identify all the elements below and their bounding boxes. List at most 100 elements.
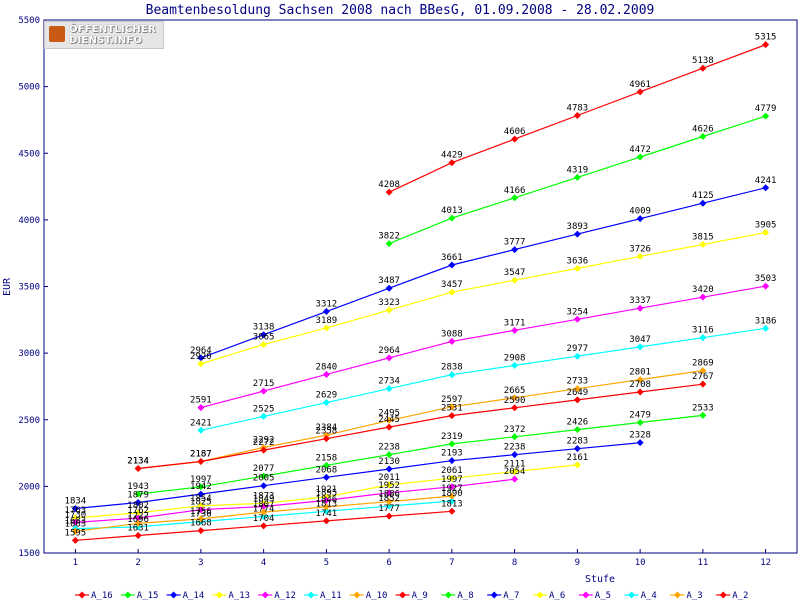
x-tick-label: 11 [697, 558, 708, 568]
data-label-a-16: 4429 [441, 151, 463, 161]
data-point-a-7 [322, 473, 330, 481]
y-tick-label: 4500 [18, 149, 40, 159]
data-point-a-3 [322, 503, 330, 511]
data-point-a-2 [448, 507, 456, 515]
data-point-a-12 [699, 293, 707, 301]
data-point-a-8 [636, 419, 644, 427]
data-point-a-9 [260, 446, 268, 454]
legend-label-a-4: A_4 [641, 591, 657, 600]
data-label-a-7: 2130 [378, 457, 400, 467]
data-label-a-11: 2734 [378, 377, 400, 387]
data-label-a-14: 2964 [190, 346, 212, 356]
data-point-a-16 [511, 135, 519, 143]
data-label-a-8: 2077 [253, 464, 275, 474]
data-label-a-6: 2111 [504, 460, 526, 470]
data-label-a-2: 1595 [65, 528, 87, 538]
x-tick-label: 4 [261, 558, 266, 568]
data-label-a-9: 2531 [441, 404, 463, 414]
data-label-a-4: 1774 [253, 504, 275, 514]
data-label-a-6: 1921 [316, 485, 338, 495]
legend-label-a-9: A_9 [412, 591, 428, 600]
y-tick-label: 4000 [18, 216, 40, 226]
data-point-a-8 [322, 461, 330, 469]
data-label-a-7: 1942 [190, 482, 212, 492]
data-label-a-16: 4783 [567, 104, 589, 114]
data-point-a-14 [385, 284, 393, 292]
data-label-a-9: 2708 [629, 380, 651, 390]
data-label-a-6: 2161 [567, 453, 589, 463]
data-label-a-6: 1763 [65, 506, 87, 516]
legend-label-a-15: A_15 [137, 591, 159, 600]
y-axis-label: EUR [2, 277, 13, 296]
data-label-a-11: 2838 [441, 363, 463, 373]
data-point-a-5 [197, 506, 205, 514]
legend-label-a-3: A_3 [686, 591, 702, 600]
data-label-a-3: 1886 [378, 490, 400, 500]
data-point-a-8 [448, 440, 456, 448]
data-label-a-7: 2193 [441, 449, 463, 459]
data-label-a-7: 2005 [253, 474, 275, 484]
data-label-a-12: 2591 [190, 396, 212, 406]
data-point-a-11 [322, 399, 330, 407]
data-label-a-6: 1854 [190, 494, 212, 504]
data-point-a-3 [197, 515, 205, 523]
data-point-a-4 [322, 507, 330, 515]
data-point-a-13 [322, 324, 330, 332]
data-point-a-9 [322, 435, 330, 443]
data-point-a-2 [385, 512, 393, 520]
data-point-a-16 [385, 188, 393, 196]
logo-mark-icon [49, 26, 65, 42]
data-label-a-15: 4472 [629, 145, 651, 155]
series-line-a-8 [138, 414, 703, 495]
data-point-a-5 [448, 483, 456, 491]
data-point-a-10 [511, 394, 519, 402]
data-label-a-5: 1730 [65, 510, 87, 520]
data-point-a-3 [448, 492, 456, 500]
data-point-a-12 [762, 282, 770, 290]
data-point-a-11 [260, 412, 268, 420]
data-label-a-2: 1813 [441, 499, 463, 509]
series-line-a-14 [200, 187, 766, 359]
data-point-a-11 [197, 426, 205, 434]
data-point-a-16 [762, 41, 770, 49]
data-label-a-12: 3337 [629, 296, 651, 306]
data-label-a-12: 2964 [378, 346, 400, 356]
data-label-a-5: 1825 [190, 498, 212, 508]
data-label-a-6: 1873 [253, 491, 275, 501]
data-point-a-3 [385, 498, 393, 506]
legend-marker-a-16 [78, 591, 86, 599]
legend-label-a-12: A_12 [274, 591, 296, 600]
data-point-a-15 [385, 240, 393, 248]
data-point-a-9 [134, 465, 142, 473]
series-line-a-9 [138, 383, 703, 470]
data-point-a-7 [197, 490, 205, 498]
data-label-a-5: 1952 [378, 481, 400, 491]
y-tick-label: 2500 [18, 416, 40, 426]
data-label-a-4: 1890 [441, 489, 463, 499]
legend-marker-a-13 [215, 591, 223, 599]
data-point-a-6 [448, 474, 456, 482]
logo-text-line1: ÖFFENTLICHER [69, 24, 156, 35]
data-label-a-13: 3726 [629, 244, 651, 254]
data-point-a-12 [322, 370, 330, 378]
data-point-a-7 [385, 465, 393, 473]
data-label-a-3: 1846 [316, 495, 338, 505]
data-label-a-4: 1852 [378, 494, 400, 504]
data-label-a-6: 2061 [441, 466, 463, 476]
data-label-a-2: 1631 [127, 524, 149, 534]
series-line-a-7 [75, 442, 641, 510]
legend-label-a-11: A_11 [320, 591, 342, 600]
legend-marker-a-2 [719, 591, 727, 599]
data-point-a-2 [71, 536, 79, 544]
legend-label-a-5: A_5 [595, 591, 611, 600]
data-label-a-4: 1696 [127, 515, 149, 525]
data-label-a-8: 2319 [441, 432, 463, 442]
data-point-a-12 [573, 315, 581, 323]
data-label-a-11: 2629 [316, 391, 338, 401]
data-point-a-10 [448, 403, 456, 411]
data-point-a-15 [511, 194, 519, 202]
data-label-a-9: 2187 [190, 449, 212, 459]
data-label-a-12: 2715 [253, 379, 275, 389]
data-point-a-14 [260, 331, 268, 339]
data-label-a-10: 2134 [127, 457, 149, 467]
